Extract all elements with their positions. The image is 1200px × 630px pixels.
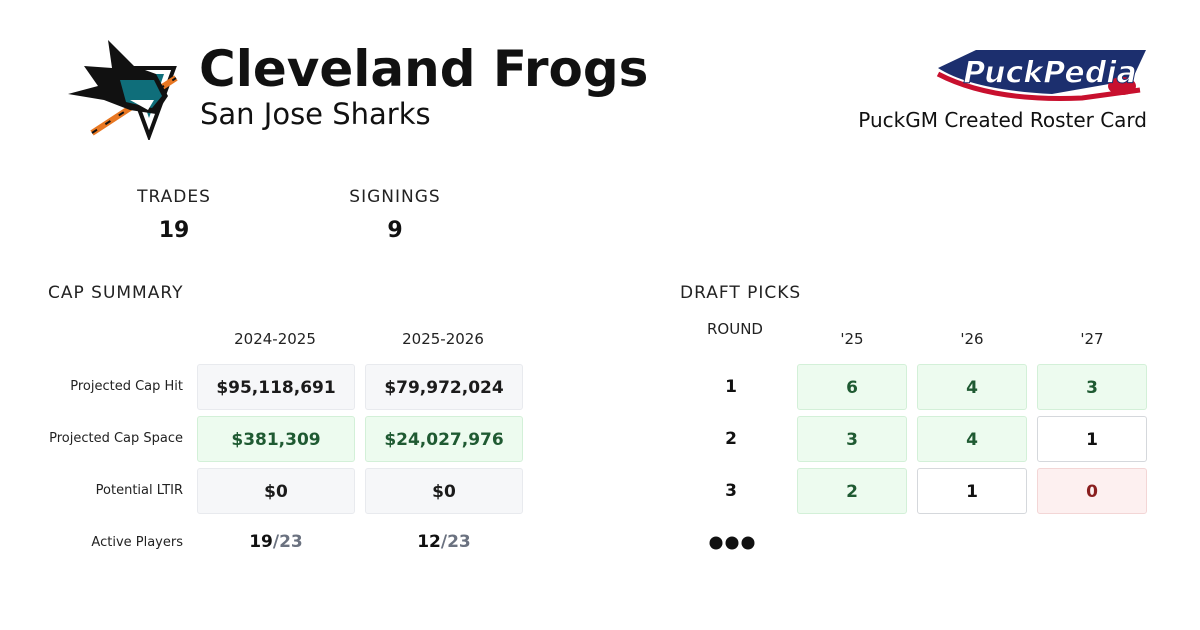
pick-cell: 3 xyxy=(797,416,907,462)
cap-cell: $0 xyxy=(197,468,355,514)
stat-label: SIGNINGS xyxy=(349,187,441,207)
section-title: CAP SUMMARY xyxy=(48,283,184,303)
column-header: 2024-2025 xyxy=(234,330,316,348)
pick-cell: 1 xyxy=(1037,416,1147,462)
round-number: 1 xyxy=(725,377,737,397)
pick-cell: 1 xyxy=(917,468,1027,514)
stat-value: 19 xyxy=(158,218,190,243)
team-logo xyxy=(68,40,178,140)
column-header: '27 xyxy=(1080,330,1104,348)
pick-cell: 4 xyxy=(917,416,1027,462)
cap-cell: $24,027,976 xyxy=(365,416,523,462)
active-players: 19/23 xyxy=(249,532,303,552)
pick-cell: 6 xyxy=(797,364,907,410)
pick-cell: 2 xyxy=(797,468,907,514)
subtitle: San Jose Sharks xyxy=(200,97,431,131)
section-title: DRAFT PICKS xyxy=(680,283,802,303)
player-max: /23 xyxy=(272,532,303,552)
active-players: 12/23 xyxy=(417,532,471,552)
pick-cell: 3 xyxy=(1037,364,1147,410)
brand-logo: PuckPedia xyxy=(936,50,1146,101)
round-number: 2 xyxy=(725,429,737,449)
cap-cell: $0 xyxy=(365,468,523,514)
title: Cleveland Frogs xyxy=(199,40,649,98)
stat-value: 9 xyxy=(387,218,403,243)
tagline: PuckGM Created Roster Card xyxy=(858,108,1147,132)
cap-cell: $95,118,691 xyxy=(197,364,355,410)
row-label: Active Players xyxy=(91,535,183,550)
cap-cell: $381,309 xyxy=(197,416,355,462)
more-indicator xyxy=(709,536,755,550)
pick-cell: 0 xyxy=(1037,468,1147,514)
row-label: Projected Cap Hit xyxy=(70,379,183,394)
row-label: Potential LTIR xyxy=(95,483,183,498)
pick-cell: 4 xyxy=(917,364,1027,410)
column-header: 2025-2026 xyxy=(402,330,484,348)
column-header: '26 xyxy=(960,330,984,348)
player-count: 19 xyxy=(249,532,273,552)
player-count: 12 xyxy=(417,532,441,552)
player-max: /23 xyxy=(440,532,471,552)
round-number: 3 xyxy=(725,481,737,501)
column-header: '25 xyxy=(840,330,864,348)
cap-cell: $79,972,024 xyxy=(365,364,523,410)
stat-label: TRADES xyxy=(137,187,211,207)
brand-name: PuckPedia xyxy=(963,56,1137,91)
round-header: ROUND xyxy=(707,320,763,338)
row-label: Projected Cap Space xyxy=(49,431,183,446)
